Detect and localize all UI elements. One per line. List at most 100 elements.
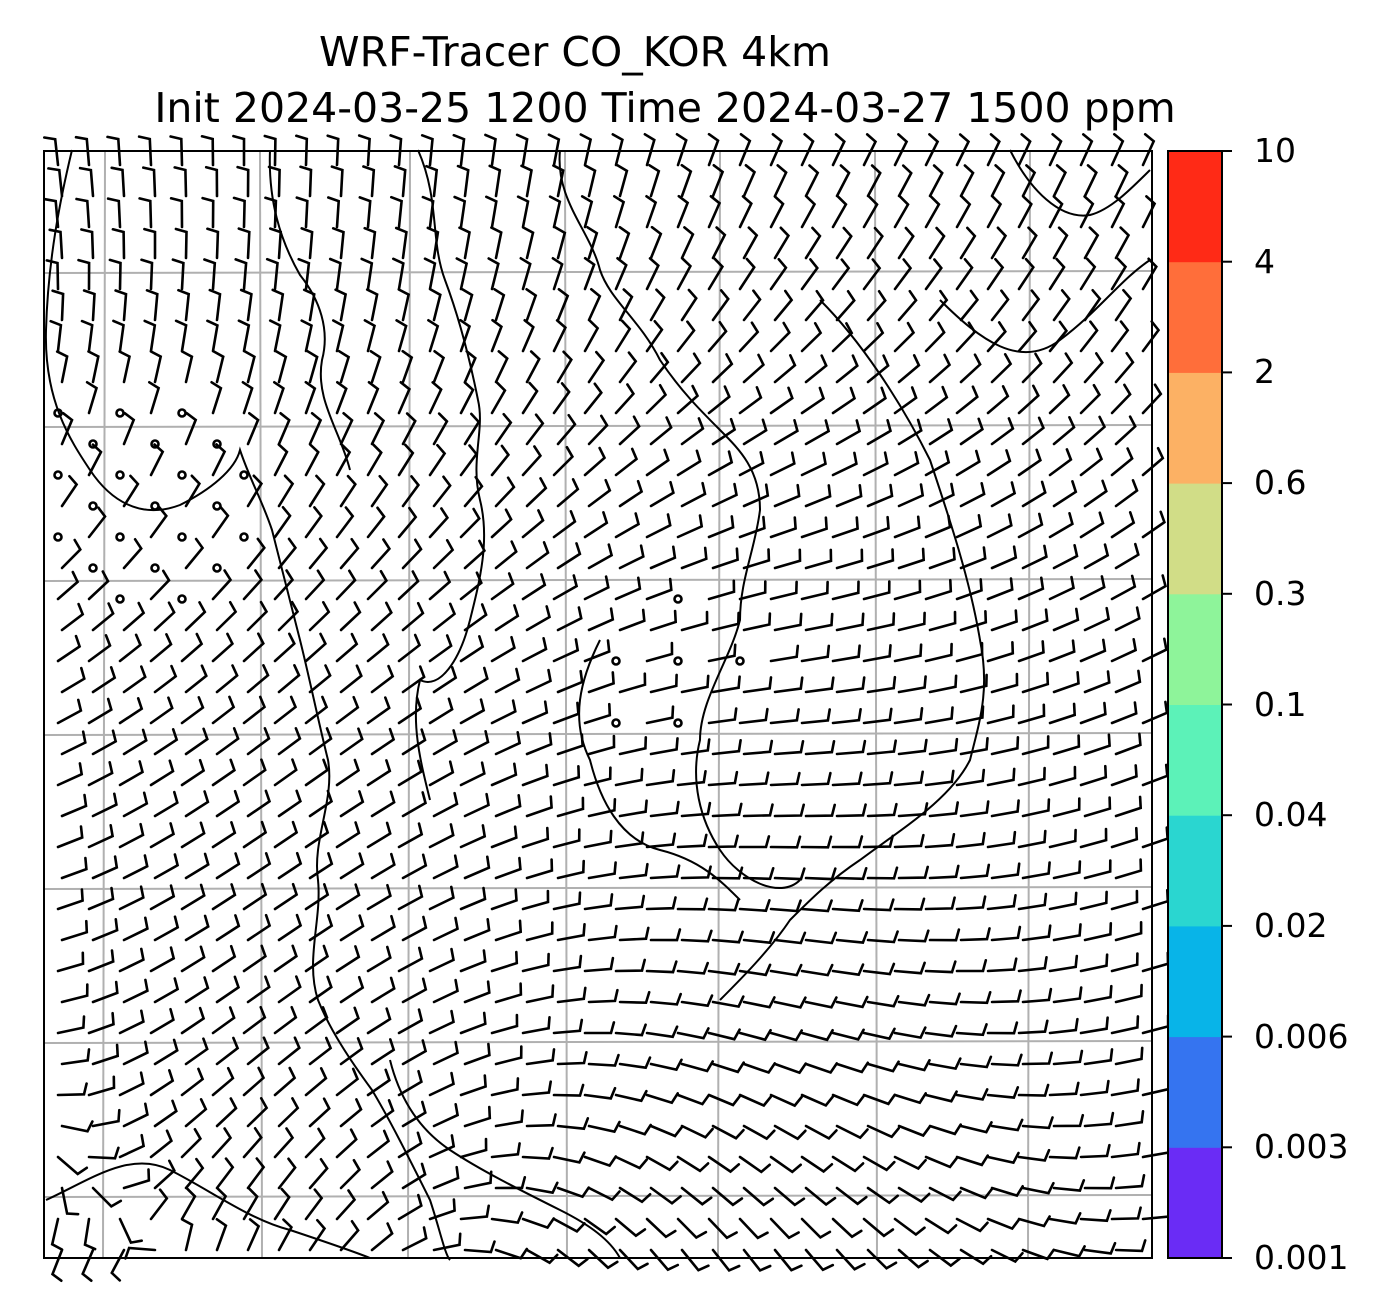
wind-barb xyxy=(648,164,661,198)
wind-barb xyxy=(680,352,702,384)
wind-barb xyxy=(521,509,545,539)
wind-barb xyxy=(587,988,619,1004)
wind-barb xyxy=(138,197,153,229)
colorbar-tick-label: 2 xyxy=(1254,352,1275,392)
wind-barb xyxy=(363,319,377,353)
wind-barb xyxy=(1048,195,1064,229)
wind-barb xyxy=(649,1124,683,1138)
wind-barb xyxy=(493,288,506,322)
wind-barb xyxy=(1079,320,1099,353)
wind-barb xyxy=(769,451,796,477)
wind-barb xyxy=(990,164,1006,198)
wind-barb xyxy=(928,226,946,260)
wind-barb xyxy=(1079,827,1108,849)
wind-barb xyxy=(711,417,737,446)
wind-barb xyxy=(308,914,334,942)
wind-barb xyxy=(455,257,469,291)
calm-marker xyxy=(239,532,249,542)
wind-barb xyxy=(742,1248,772,1272)
wind-barb xyxy=(487,257,500,291)
wind-barb xyxy=(680,738,711,756)
wind-barb xyxy=(711,226,727,260)
colorbar-segment xyxy=(1168,704,1222,816)
wind-barb xyxy=(425,164,439,198)
wind-barb xyxy=(211,632,235,663)
wind-barb xyxy=(173,166,188,198)
wind-barb xyxy=(862,322,885,353)
wind-barb xyxy=(1052,986,1083,1004)
wind-barb xyxy=(1021,226,1038,260)
wind-barb xyxy=(206,227,220,260)
wind-barb xyxy=(1017,195,1033,229)
wind-barb xyxy=(1017,257,1035,291)
wind-barb xyxy=(769,1093,803,1108)
wind-barb xyxy=(429,288,442,322)
wind-barb xyxy=(649,1058,683,1072)
wind-barb xyxy=(1048,639,1076,663)
calm-marker xyxy=(177,408,187,418)
wind-barb xyxy=(516,195,530,229)
wind-barb xyxy=(928,418,954,446)
wind-barb xyxy=(1141,826,1169,849)
wind-barb xyxy=(959,1121,993,1134)
wind-barb xyxy=(1048,891,1078,911)
wind-barb xyxy=(1079,575,1106,601)
wind-barb xyxy=(366,1007,392,1035)
wind-barb xyxy=(525,350,541,384)
wind-barb xyxy=(711,353,734,384)
wind-barb xyxy=(215,789,241,818)
wind-barb xyxy=(1141,1014,1170,1035)
wind-barb xyxy=(273,1127,295,1159)
wind-barb xyxy=(1110,257,1128,291)
wind-barb xyxy=(366,759,392,787)
wind-barb xyxy=(304,1188,324,1221)
wind-barb xyxy=(893,770,924,787)
colorbar-segment xyxy=(1168,1147,1222,1259)
wind-barb xyxy=(87,570,110,601)
wind-barb xyxy=(800,516,828,539)
meridian-gridline xyxy=(102,150,106,1259)
wind-barb xyxy=(277,664,301,694)
wind-barb xyxy=(893,258,913,291)
wind-barb xyxy=(432,1103,460,1128)
calm-marker xyxy=(673,656,683,666)
wind-barb xyxy=(215,914,241,942)
wind-barb xyxy=(680,288,698,322)
wind-barb xyxy=(556,478,580,508)
wind-barb xyxy=(1052,226,1069,260)
wind-barb xyxy=(241,381,254,415)
wind-barb xyxy=(928,610,957,632)
wind-barb xyxy=(87,350,100,384)
wind-barb xyxy=(490,508,513,539)
wind-barb xyxy=(242,632,265,663)
wind-barb xyxy=(459,824,487,849)
wind-barb xyxy=(552,1217,586,1234)
wind-barb xyxy=(866,930,899,944)
wind-barb xyxy=(490,444,511,477)
wind-barb xyxy=(707,643,737,663)
wind-barb xyxy=(490,1142,521,1159)
meridian-gridline xyxy=(1027,150,1031,1259)
wind-barb xyxy=(463,1105,492,1128)
wind-barb xyxy=(649,480,675,508)
wind-barb xyxy=(611,133,624,167)
wind-barb xyxy=(804,289,825,322)
wind-barb xyxy=(246,1157,266,1190)
wind-barb xyxy=(959,863,991,880)
wind-barb xyxy=(986,513,1013,539)
wind-barb xyxy=(56,1015,86,1035)
wind-barb xyxy=(299,165,313,198)
wind-barb xyxy=(304,443,320,477)
wind-barb xyxy=(521,889,550,911)
wind-barb xyxy=(490,226,503,260)
wind-barb xyxy=(525,605,552,632)
wind-barb xyxy=(955,514,983,539)
wind-barb xyxy=(738,257,756,291)
wind-barb xyxy=(60,1120,94,1133)
wind-barb xyxy=(676,449,702,477)
wind-barb xyxy=(338,350,351,384)
wind-barb xyxy=(273,944,298,973)
wind-barb xyxy=(769,835,802,849)
wind-barb xyxy=(928,353,952,384)
wind-barb xyxy=(1110,889,1139,911)
